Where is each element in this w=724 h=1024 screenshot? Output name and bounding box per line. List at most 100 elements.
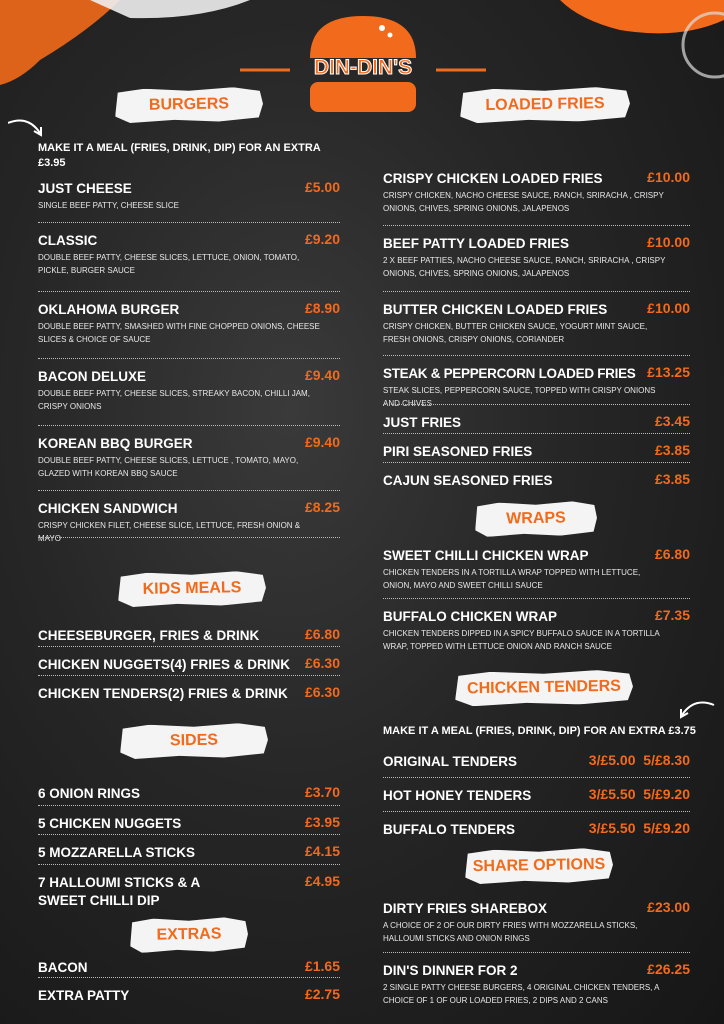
divider bbox=[38, 864, 340, 865]
divider bbox=[38, 222, 340, 223]
menu-item-price: £3.70 bbox=[304, 784, 340, 800]
section-heading-text: CHICKEN TENDERS bbox=[466, 677, 622, 698]
arrow-icon bbox=[8, 119, 42, 137]
menu-item-description: DOUBLE BEEF PATTY, CHEESE SLICES, LETTUC… bbox=[38, 456, 299, 478]
menu-item-price: £13.25 bbox=[647, 364, 690, 380]
menu-item-name: 5 CHICKEN NUGGETS bbox=[38, 816, 182, 831]
divider bbox=[383, 777, 690, 778]
menu-item-price: 3/£5.50 5/£9.20 bbox=[588, 820, 690, 836]
section-heading-text: WRAPS bbox=[506, 509, 566, 528]
menu-item-description: DOUBLE BEEF PATTY, CHEESE SLICES, STREAK… bbox=[38, 389, 310, 411]
section-heading-text: KIDS MEALS bbox=[142, 579, 242, 598]
menu-item-name: 5 MOZZARELLA STICKS bbox=[38, 845, 195, 860]
divider bbox=[383, 811, 690, 812]
divider bbox=[38, 490, 340, 491]
menu-item-name: CRISPY CHICKEN LOADED FRIES bbox=[383, 171, 603, 186]
menu-item-name: ORIGINAL TENDERS bbox=[383, 754, 518, 769]
menu-item-price: £3.95 bbox=[304, 814, 340, 830]
menu-item-price: £2.75 bbox=[304, 986, 340, 1002]
divider bbox=[383, 952, 690, 953]
menu-item-price: £8.25 bbox=[304, 499, 340, 515]
menu-item-name: PIRI SEASONED FRIES bbox=[383, 444, 533, 459]
divider bbox=[383, 433, 690, 434]
menu-item-description: CRISPY CHICKEN FILET, CHEESE SLICE, LETT… bbox=[38, 521, 301, 543]
menu-item-name: BACON bbox=[38, 960, 88, 975]
divider bbox=[38, 358, 340, 359]
menu-item-price: £4.95 bbox=[304, 873, 340, 889]
divider bbox=[38, 977, 340, 978]
section-heading-tenders: CHICKEN TENDERS bbox=[455, 669, 634, 706]
menu-item-name: CAJUN SEASONED FRIES bbox=[383, 473, 553, 488]
menu-item-name: JUST CHEESE bbox=[38, 181, 132, 196]
divider bbox=[383, 598, 690, 599]
menu-item-description: DOUBLE BEEF PATTY, CHEESE SLICES, LETTUC… bbox=[38, 253, 300, 275]
menu-item-price: £6.80 bbox=[304, 626, 340, 642]
menu-item-price: £3.85 bbox=[654, 442, 690, 458]
section-heading-burgers: BURGERS bbox=[115, 87, 264, 124]
menu-item-name: BEEF PATTY LOADED FRIES bbox=[383, 236, 570, 251]
menu-item-name: BUFFALO TENDERS bbox=[383, 822, 516, 837]
menu-item-description: STEAK SLICES, PEPPERCORN SAUCE, TOPPED W… bbox=[383, 386, 656, 408]
divider bbox=[38, 675, 340, 676]
menu-item-description: CRISPY CHICKEN, BUTTER CHICKEN SAUCE, YO… bbox=[383, 322, 648, 344]
menu-item-name: HOT HONEY TENDERS bbox=[383, 788, 532, 803]
menu-item-description: CRISPY CHICKEN, NACHO CHEESE SAUCE, RANC… bbox=[383, 191, 664, 213]
menu-item-price: £6.80 bbox=[654, 546, 690, 562]
menu-item-name: DIRTY FRIES SHAREBOX bbox=[383, 901, 548, 916]
menu-item-price: £9.20 bbox=[304, 231, 340, 247]
menu-item-price: £6.30 bbox=[304, 655, 340, 671]
menu-item-name: CLASSIC bbox=[38, 233, 98, 248]
menu-item-description: 2 SINGLE PATTY CHEESE BURGERS, 4 ORIGINA… bbox=[383, 983, 660, 1005]
section-heading-wraps: WRAPS bbox=[475, 501, 598, 537]
menu-item-name: CHEESEBURGER, FRIES & DRINK bbox=[38, 628, 260, 643]
divider bbox=[38, 834, 340, 835]
meal-deal-note: MAKE IT A MEAL (FRIES, DRINK, DIP) FOR A… bbox=[38, 142, 321, 169]
menu-item-price: £4.15 bbox=[304, 843, 340, 859]
section-heading-text: SHARE OPTIONS bbox=[472, 855, 606, 876]
menu-item-name: OKLAHOMA BURGER bbox=[38, 302, 180, 317]
divider bbox=[383, 225, 690, 226]
menu-item-description: DOUBLE BEEF PATTY, SMASHED WITH FINE CHO… bbox=[38, 322, 320, 344]
menu-item-description: CHICKEN TENDERS DIPPED IN A SPICY BUFFAL… bbox=[383, 629, 660, 651]
menu-item-name: EXTRA PATTY bbox=[38, 988, 130, 1003]
menu-item-name: STEAK & PEPPERCORN LOADED FRIES bbox=[383, 366, 636, 381]
menu-item-name: 7 HALLOUMI STICKS & A SWEET CHILLI DIP bbox=[38, 875, 200, 908]
menu-item-name: BACON DELUXE bbox=[38, 369, 147, 384]
menu-item-name: JUST FRIES bbox=[383, 415, 462, 430]
section-heading-kids: KIDS MEALS bbox=[118, 571, 267, 608]
menu-item-name: CHICKEN NUGGETS(4) FRIES & DRINK bbox=[38, 657, 291, 672]
logo-text: DIN-DIN'S bbox=[313, 56, 413, 80]
section-heading-extras: EXTRAS bbox=[130, 917, 249, 953]
menu-item-name: 6 ONION RINGS bbox=[38, 786, 141, 801]
divider bbox=[38, 646, 340, 647]
menu-item-price: 3/£5.00 5/£8.30 bbox=[588, 752, 690, 768]
section-heading-share: SHARE OPTIONS bbox=[465, 848, 614, 885]
section-heading-sides: SIDES bbox=[120, 723, 269, 760]
section-heading-text: BURGERS bbox=[148, 95, 230, 114]
menu-item-price: £26.25 bbox=[647, 961, 690, 977]
divider bbox=[38, 291, 340, 292]
menu-item-description: CHICKEN TENDERS IN A TORTILLA WRAP TOPPE… bbox=[383, 568, 641, 590]
menu-item-price: £9.40 bbox=[304, 434, 340, 450]
logo: DIN-DIN'S bbox=[240, 8, 486, 116]
menu-item-price: £7.35 bbox=[654, 607, 690, 623]
menu-item-name: BUFFALO CHICKEN WRAP bbox=[383, 609, 557, 624]
menu-item-name: CHICKEN TENDERS(2) FRIES & DRINK bbox=[38, 686, 288, 701]
divider bbox=[383, 355, 690, 356]
menu-item-price: £10.00 bbox=[647, 234, 690, 250]
menu-item-price: £3.45 bbox=[654, 413, 690, 429]
divider bbox=[383, 404, 690, 405]
section-heading-loaded: LOADED FRIES bbox=[460, 87, 631, 124]
section-heading-text: SIDES bbox=[169, 731, 219, 750]
meal-deal-note: MAKE IT A MEAL (FRIES, DRINK, DIP) FOR A… bbox=[383, 725, 696, 737]
divider bbox=[383, 291, 690, 292]
divider bbox=[38, 425, 340, 426]
menu-item-name: SWEET CHILLI CHICKEN WRAP bbox=[383, 548, 589, 563]
menu-item-price: £9.40 bbox=[304, 367, 340, 383]
menu-item-price: £1.65 bbox=[304, 958, 340, 974]
menu-item-price: 3/£5.50 5/£9.20 bbox=[588, 786, 690, 802]
menu-item-name: DIN'S DINNER FOR 2 bbox=[383, 963, 518, 978]
divider bbox=[383, 462, 690, 463]
menu-item-name: KOREAN BBQ BURGER bbox=[38, 436, 193, 451]
